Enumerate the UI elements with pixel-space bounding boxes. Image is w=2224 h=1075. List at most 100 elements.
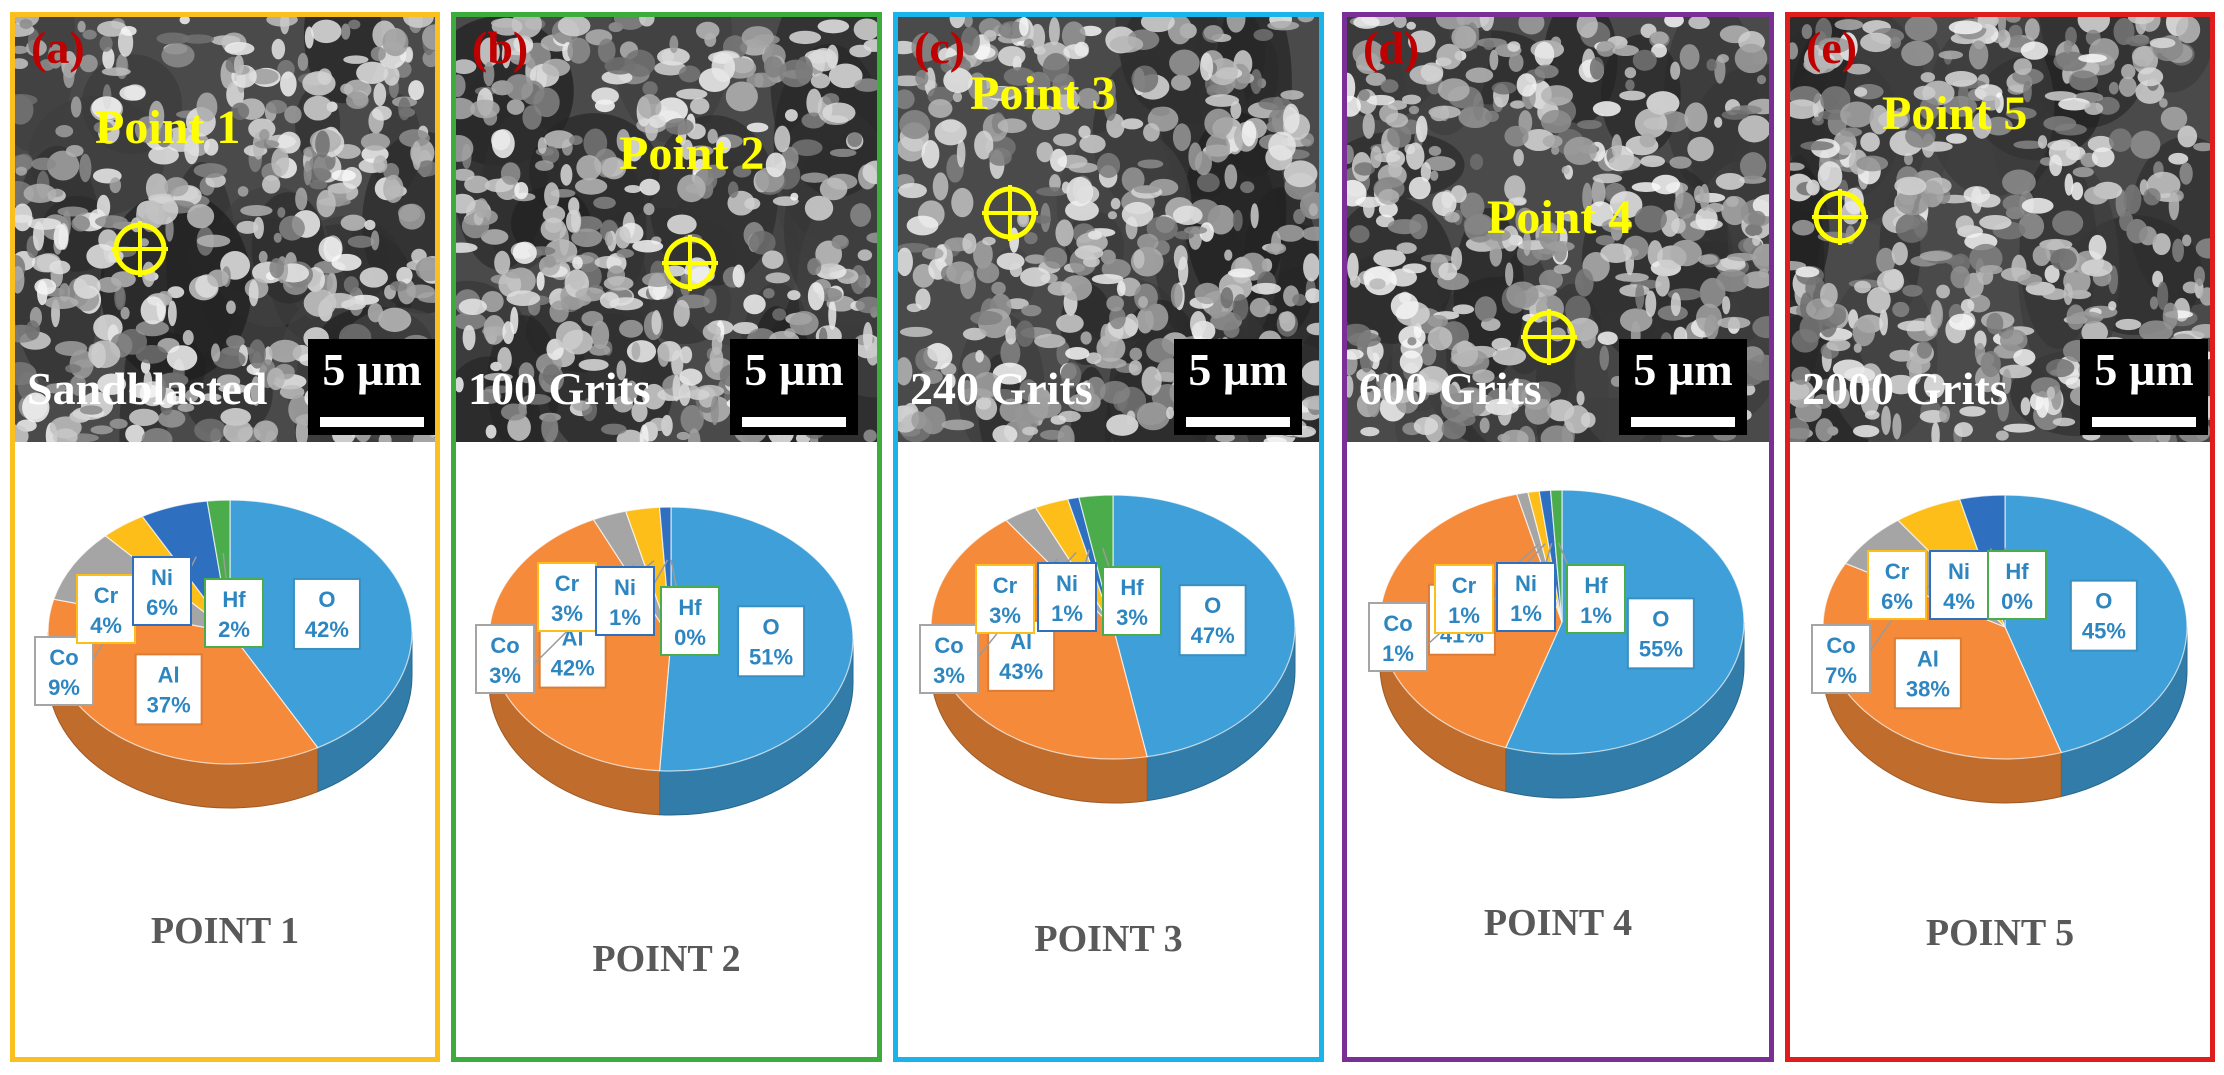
crosshair-icon (982, 185, 1038, 241)
data-label-name-co: Co (49, 645, 78, 670)
data-label-box-ni (132, 556, 192, 626)
sample-label: 600 Grits (1359, 363, 1542, 414)
pie-chart: O 47% Al 43% Co 3% Cr 3% Ni 1% Hf 3% (919, 494, 1296, 804)
scale-bar-label: 5 µm (1633, 344, 1733, 395)
data-label-box-hf (660, 586, 720, 656)
data-label-value-co: 3% (933, 663, 965, 688)
data-label-box-ni (1929, 550, 1989, 620)
data-label-box-co (34, 636, 94, 706)
data-label-name-hf: Hf (222, 587, 246, 612)
data-label-box-co (1368, 602, 1428, 672)
data-label-value-ni: 6% (146, 595, 178, 620)
pie-chart: O 45% Al 38% Co 7% Cr 6% Ni 4% Hf 0% (1811, 494, 2188, 804)
sem-image: (a) Point 1 Sandblasted 5 µm (15, 17, 435, 442)
data-label-value-cr: 3% (551, 601, 583, 626)
data-label-name-o: O (1204, 593, 1221, 618)
data-label-value-co: 9% (48, 675, 80, 700)
data-label-box-o (1178, 584, 1247, 657)
pie-title: POINT 3 (1034, 918, 1183, 960)
pie-title: POINT 2 (592, 938, 741, 980)
sample-label: 240 Grits (910, 363, 1093, 414)
data-label-value-ni: 1% (1051, 601, 1083, 626)
pie-slice-hf (1549, 489, 1563, 623)
scale-bar-label: 5 µm (1188, 344, 1288, 395)
data-label-name-al: Al (1010, 629, 1032, 654)
scale-bar-label: 5 µm (744, 344, 844, 395)
panel-letter: (c) (914, 22, 966, 73)
data-label-value-al: 43% (999, 659, 1043, 684)
data-label-name-co: Co (1826, 633, 1855, 658)
point-label: Point 2 (619, 127, 765, 180)
sem-image: (b) Point 2 100 Grits 5 µm (456, 17, 877, 442)
data-label-value-co: 7% (1825, 663, 1857, 688)
data-label-name-hf: Hf (2005, 559, 2029, 584)
data-label-value-co: 3% (489, 663, 521, 688)
panel-letter: (d) (1363, 22, 1420, 73)
data-label-box-o (1626, 597, 1695, 670)
data-label-value-al: 38% (1906, 676, 1950, 701)
data-label-box-co (919, 624, 979, 694)
sample-label: Sandblasted (27, 363, 268, 414)
panel-letter: (a) (31, 22, 85, 73)
scale-bar-line (1631, 417, 1735, 427)
data-label-box-hf (1987, 550, 2047, 620)
crosshair-icon (1521, 309, 1577, 365)
data-label-name-co: Co (1383, 611, 1412, 636)
panel-1: (a) Point 1 Sandblasted 5 µm O 42% Al 37% Co 9% Cr… (10, 12, 440, 1062)
data-label-value-o: 45% (2082, 619, 2126, 644)
data-label-name-co: Co (934, 633, 963, 658)
point-label: Point 5 (1882, 87, 2028, 140)
scale-bar: 5 µm (730, 339, 858, 435)
data-label-box-hf (1102, 566, 1162, 636)
data-label-name-al: Al (158, 662, 180, 687)
data-label-box-ni (1037, 562, 1097, 632)
data-label-value-o: 42% (305, 617, 349, 642)
data-label-name-o: O (2095, 589, 2112, 614)
scale-bar-line (742, 417, 846, 427)
data-label-value-o: 51% (749, 644, 793, 669)
data-label-box-al (1893, 637, 1962, 710)
data-label-name-co: Co (490, 633, 519, 658)
scale-bar-line (1186, 417, 1290, 427)
sem-image: (e) Point 5 2000 Grits 5 µm (1790, 17, 2210, 442)
pie-title: POINT 1 (150, 910, 300, 952)
crosshair-icon (1812, 189, 1868, 245)
crosshair-icon (662, 235, 718, 291)
data-label-value-o: 55% (1639, 636, 1683, 661)
point-label: Point 3 (970, 67, 1116, 120)
sample-label: 2000 Grits (1802, 363, 2008, 414)
scale-bar: 5 µm (1174, 339, 1302, 435)
scale-bar: 5 µm (1619, 339, 1747, 435)
data-label-name-cr: Cr (993, 573, 1018, 598)
sem-image: (d) Point 4 600 Grits 5 µm (1347, 17, 1769, 442)
data-label-value-cr: 1% (1448, 603, 1480, 628)
scale-bar-line (2092, 417, 2196, 427)
data-label-name-cr: Cr (94, 583, 119, 608)
data-label-value-hf: 1% (1580, 603, 1612, 628)
data-label-value-hf: 3% (1116, 605, 1148, 630)
data-label-box-co (1811, 624, 1871, 694)
data-label-value-hf: 2% (218, 617, 250, 642)
panel-2: (b) Point 2 100 Grits 5 µm O 51% Al 42% Co 3% Cr 3%… (451, 12, 882, 1062)
data-label-name-o: O (318, 587, 335, 612)
data-label-name-o: O (1652, 606, 1669, 631)
data-label-box-hf (204, 578, 264, 648)
data-label-name-o: O (762, 614, 779, 639)
point-label: Point 4 (1487, 191, 1633, 244)
panel-5: (e) Point 5 2000 Grits 5 µm O 45% Al 38% Co 7% Cr 6… (1785, 12, 2215, 1062)
data-label-value-o: 47% (1191, 623, 1235, 648)
data-label-value-al: 37% (147, 692, 191, 717)
data-label-box-al (134, 653, 203, 726)
data-label-name-ni: Ni (614, 575, 636, 600)
data-label-name-ni: Ni (151, 565, 173, 590)
data-label-value-al: 42% (551, 656, 595, 681)
data-label-name-ni: Ni (1515, 571, 1537, 596)
data-label-box-hf (1566, 564, 1626, 634)
pie-title: POINT 5 (1925, 912, 2075, 954)
data-label-name-hf: Hf (1584, 573, 1608, 598)
pie-title: POINT 4 (1483, 902, 1633, 944)
data-label-value-cr: 4% (90, 613, 122, 638)
data-label-box-ni (595, 566, 655, 636)
data-label-name-ni: Ni (1056, 571, 1078, 596)
data-label-name-cr: Cr (1885, 559, 1910, 584)
